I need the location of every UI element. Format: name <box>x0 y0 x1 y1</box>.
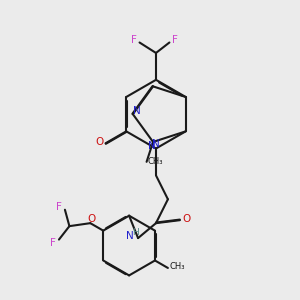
Text: CH₃: CH₃ <box>147 157 163 166</box>
Text: F: F <box>172 34 178 44</box>
Text: F: F <box>130 34 136 44</box>
Text: H: H <box>132 228 139 237</box>
Text: N: N <box>126 231 134 241</box>
Text: N: N <box>134 106 141 116</box>
Text: N: N <box>148 141 155 151</box>
Text: CH₃: CH₃ <box>169 262 184 271</box>
Text: F: F <box>56 202 62 212</box>
Text: N: N <box>152 139 160 149</box>
Text: F: F <box>50 238 56 248</box>
Text: O: O <box>182 214 190 224</box>
Text: O: O <box>88 214 96 224</box>
Text: O: O <box>95 137 104 147</box>
